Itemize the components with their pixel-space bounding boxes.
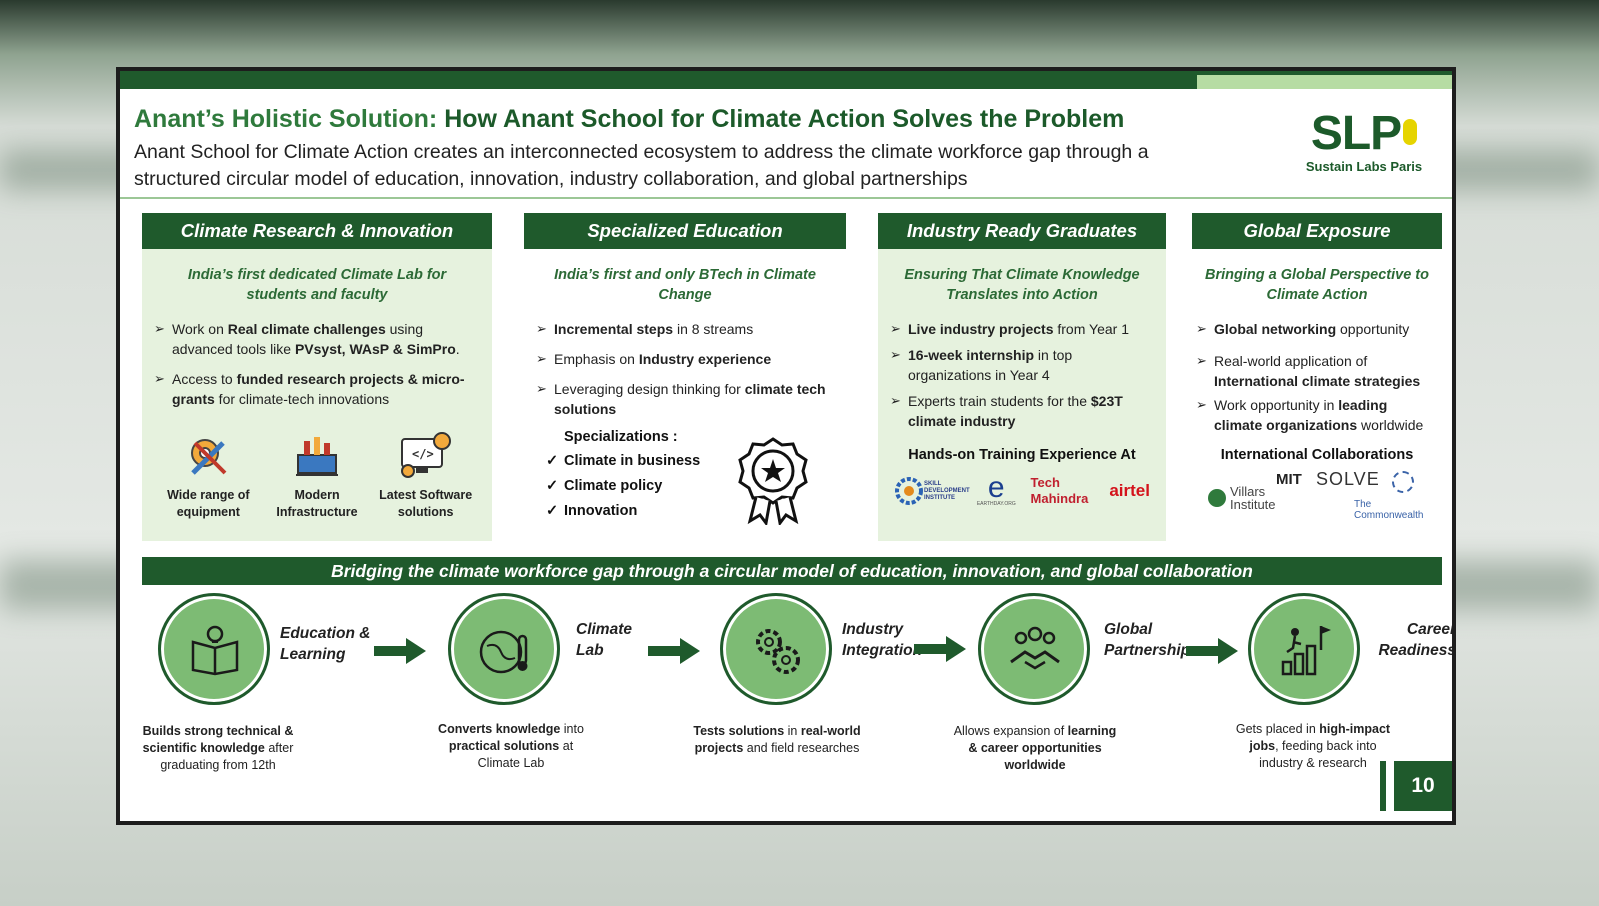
specializations-heading: Specializations : xyxy=(564,429,678,445)
column-lead: Ensuring That Climate Knowledge Translat… xyxy=(904,267,1140,303)
column-global: Global Exposure Bringing a Global Perspe… xyxy=(1192,213,1442,541)
title-part-2: How Anant School for Climate Action Solv… xyxy=(444,105,1125,133)
bullet: Leveraging design thinking for climate t… xyxy=(536,379,834,419)
step-circle xyxy=(448,593,560,705)
award-badge-icon xyxy=(738,437,808,525)
slp-logo: SLP Sustain Labs Paris xyxy=(1294,107,1434,175)
column-body: Bringing a Global Perspective to Climate… xyxy=(1192,249,1442,541)
tools-icon xyxy=(191,439,227,475)
solve-logo: SOLVE xyxy=(1316,469,1380,489)
step-label: Global Partnerships xyxy=(1104,621,1199,659)
page-number-accent xyxy=(1380,761,1386,811)
skill-institute-logo: SKILL DEVELOPMENT INSTITUTE xyxy=(894,476,970,506)
column-lead: Bringing a Global Perspective to Climate… xyxy=(1205,267,1429,303)
column-heading: Specialized Education xyxy=(524,213,846,249)
bullet: 16-week internship in top organizations … xyxy=(890,345,1154,385)
bullet: Emphasis on Industry experience xyxy=(536,349,834,369)
equipment-item: Wide range of equipment xyxy=(154,431,263,521)
title-part-1: Anant’s Holistic Solution: xyxy=(134,105,438,133)
specialization-item: Climate policy xyxy=(546,478,834,494)
column-heading: Industry Ready Graduates xyxy=(878,213,1166,249)
arrow-right-icon xyxy=(374,638,426,664)
top-bar xyxy=(120,71,1452,89)
handshake-people-icon xyxy=(1010,626,1060,670)
software-item: </> Latest Software solutions xyxy=(371,431,480,521)
bullet: Incremental steps in 8 streams xyxy=(536,319,834,339)
bullet: Work on Real climate challenges using ad… xyxy=(154,319,480,359)
step-description: Converts knowledge into practical soluti… xyxy=(438,722,584,770)
bullet: Real-world application of International … xyxy=(1196,351,1438,391)
villars-logo: Villars Institute xyxy=(1230,484,1276,512)
step-description: Tests solutions in real-world projects a… xyxy=(693,724,861,755)
step-description: Gets placed in high-impact jobs, feeding… xyxy=(1235,722,1391,770)
slide-subtitle: Anant School for Climate Action creates … xyxy=(134,141,1149,190)
step-circle xyxy=(1248,593,1360,705)
step-description: Allows expansion of learning & career op… xyxy=(953,724,1117,772)
bullet: Work opportunity in leading climate orga… xyxy=(1196,395,1438,435)
column-lead: India’s first and only BTech in Climate … xyxy=(554,267,816,303)
header-divider xyxy=(120,197,1452,199)
step-description: Builds strong technical & scientific kno… xyxy=(142,724,294,772)
step-label: Industry Integration xyxy=(842,621,923,659)
computer-code-icon: </> xyxy=(400,432,451,478)
earthday-logo: e EARTHDAY.ORG xyxy=(976,471,1016,508)
bullet: Global networking opportunity xyxy=(1196,319,1438,339)
specialization-item: Innovation xyxy=(546,503,834,519)
career-growth-icon xyxy=(1281,626,1331,676)
logo-text: SLP xyxy=(1310,107,1402,160)
collaborations-heading: International Collaborations xyxy=(1220,447,1414,463)
book-lightbulb-icon xyxy=(191,625,239,676)
column-heading: Climate Research & Innovation xyxy=(142,213,492,249)
collaboration-logos: MIT SOLVE Villars Institute The Commonwe… xyxy=(1196,469,1438,521)
step-circle xyxy=(158,593,270,705)
slide-title: Anant’s Holistic Solution: How Anant Sch… xyxy=(134,105,1124,134)
column-industry: Industry Ready Graduates Ensuring That C… xyxy=(878,213,1166,541)
step-circle xyxy=(720,593,832,705)
page-number: 10 xyxy=(1394,761,1452,811)
commonwealth-icon xyxy=(1392,471,1414,493)
mit-logo: MIT xyxy=(1276,471,1302,488)
column-body: Ensuring That Climate Knowledge Translat… xyxy=(878,249,1166,541)
gears-icon xyxy=(756,629,800,674)
infrastructure-item: Modern Infrastructure xyxy=(263,431,372,521)
slide: Anant’s Holistic Solution: How Anant Sch… xyxy=(116,67,1456,825)
step-circle xyxy=(978,593,1090,705)
airtel-logo: airtel xyxy=(1109,481,1150,500)
step-label: Career Readiness xyxy=(1378,621,1456,659)
column-research: Climate Research & Innovation India’s fi… xyxy=(142,213,492,541)
bullet: Access to funded research projects & mic… xyxy=(154,369,480,409)
bullet: Live industry projects from Year 1 xyxy=(890,319,1154,339)
column-heading: Global Exposure xyxy=(1192,213,1442,249)
step-label: Climate Lab xyxy=(576,621,632,659)
villars-icon xyxy=(1208,489,1226,507)
svg-text:</>: </> xyxy=(412,447,434,461)
arrow-right-icon xyxy=(648,638,700,664)
factory-icon xyxy=(296,437,338,476)
arrow-right-icon xyxy=(1186,638,1238,664)
top-bar-accent xyxy=(1197,75,1452,89)
circular-model-banner: Bridging the climate workforce gap throu… xyxy=(142,557,1442,585)
tech-mahindra-logo: Tech Mahindra xyxy=(1030,475,1089,506)
commonwealth-logo: The Commonwealth xyxy=(1354,499,1424,521)
column-body: India’s first dedicated Climate Lab for … xyxy=(142,249,492,541)
globe-thermometer-icon xyxy=(479,630,528,674)
training-partner-logos: SKILL DEVELOPMENT INSTITUTE e EARTHDAY.O… xyxy=(890,471,1154,508)
logo-leaf-icon xyxy=(1403,119,1418,145)
column-body: India’s first and only BTech in Climate … xyxy=(524,249,846,541)
bullet: Experts train students for the $23T clim… xyxy=(890,391,1154,431)
logo-subtitle: Sustain Labs Paris xyxy=(1305,159,1423,174)
specialization-item: Climate in business xyxy=(546,453,834,469)
column-lead: India’s first dedicated Climate Lab for … xyxy=(187,267,447,303)
column-education: Specialized Education India’s first and … xyxy=(524,213,846,541)
training-heading: Hands-on Training Experience At xyxy=(908,447,1136,463)
step-label: Education & Learning xyxy=(280,625,371,663)
arrow-right-icon xyxy=(914,636,966,662)
